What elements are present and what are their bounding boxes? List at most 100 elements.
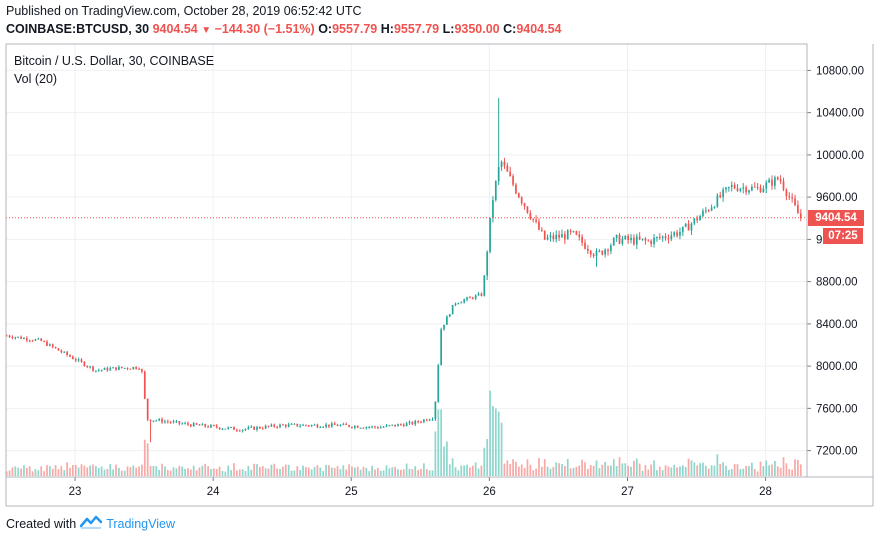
candle-body [80, 359, 83, 362]
candle-body [774, 177, 776, 186]
volume-bar [693, 462, 696, 476]
y-tick-label: 8000.00 [816, 361, 858, 373]
candle-body [411, 421, 414, 425]
candle-body [164, 421, 166, 423]
candle-body [785, 189, 788, 197]
series-legend-title[interactable]: Bitcoin / U.S. Dollar, 30, COINBASE [14, 54, 215, 68]
volume-bar [247, 465, 250, 476]
volume-bar [399, 469, 402, 476]
candle-body [727, 187, 730, 189]
volume-bar [581, 459, 583, 476]
candle-body [247, 427, 250, 430]
volume-bar [727, 469, 730, 476]
candle-body [765, 182, 768, 189]
volume-bar [310, 469, 313, 476]
volume-bar [284, 464, 287, 476]
x-tick-label: 23 [69, 486, 82, 498]
volume-bar [77, 467, 80, 476]
volume-bar [23, 465, 25, 476]
volume-bar [477, 468, 480, 476]
candle-body [679, 232, 681, 236]
candle-body [748, 190, 750, 193]
volume-bar [5, 471, 8, 476]
volume-bar [687, 458, 690, 476]
candle-body [431, 419, 434, 421]
tradingview-logo-icon[interactable] [79, 515, 103, 532]
x-tick-label: 28 [759, 486, 772, 498]
volume-bar [313, 466, 316, 476]
candle-body [782, 181, 785, 190]
candle-body [348, 425, 350, 427]
volume-bar [420, 468, 422, 476]
volume-bar [54, 465, 57, 476]
candle-body [425, 419, 428, 421]
candle-body [595, 250, 598, 256]
volume-bar [492, 406, 494, 476]
candle-body [172, 421, 175, 423]
volume-bar [563, 466, 566, 476]
candle-body [497, 167, 500, 182]
candle-body [221, 428, 224, 430]
volume-bar [549, 468, 552, 476]
volume-bar [293, 470, 296, 476]
volume-bar [161, 463, 163, 476]
candle-body [448, 314, 451, 317]
volume-bar [382, 470, 385, 476]
candle-body [273, 424, 276, 427]
volume-bar [115, 464, 117, 476]
volume-bar [690, 460, 693, 476]
candle-body [716, 195, 719, 207]
volume-bar [443, 446, 445, 476]
volume-bar [83, 465, 86, 476]
volume-bar [471, 465, 474, 476]
candle-body [503, 161, 506, 166]
volume-bar [434, 431, 437, 476]
candle-body [299, 425, 302, 427]
volume-bar [224, 471, 227, 476]
volume-bar [552, 466, 555, 476]
candle-body [520, 197, 523, 204]
volume-bar [155, 466, 158, 476]
chart-axes [5, 43, 874, 507]
volume-bar [227, 465, 230, 476]
candle-body [394, 424, 396, 427]
candle-body [635, 236, 638, 245]
volume-bar [538, 458, 540, 476]
candle-body [624, 235, 627, 240]
volume-legend[interactable]: Vol (20) [14, 72, 58, 86]
volume-bar [799, 464, 802, 476]
candle-body [466, 297, 468, 300]
candle-body [218, 427, 221, 430]
volume-bar [95, 466, 97, 476]
chart-grid [6, 44, 807, 477]
tradingview-link[interactable]: TradingView [106, 516, 175, 531]
volume-bar [621, 463, 624, 476]
candle-body [446, 316, 448, 325]
candle-body [287, 424, 290, 427]
volume-bar [184, 468, 186, 476]
symbol-label: COINBASE:BTCUSD, 30 [6, 22, 150, 36]
candle-body [17, 336, 20, 338]
volume-bar [172, 467, 175, 476]
volume-bar [74, 464, 77, 476]
volume-bar [523, 467, 526, 476]
candle-body [28, 340, 31, 342]
candle-body [72, 356, 74, 360]
candle-body [471, 297, 474, 299]
candle-body [529, 212, 532, 219]
volume-bar [129, 467, 132, 476]
volume-bar [742, 468, 745, 476]
volume-bar [178, 465, 181, 476]
candle-body [166, 421, 169, 423]
candle-body [561, 234, 563, 238]
volume-bar [371, 465, 373, 476]
candle-body [440, 329, 443, 366]
volume-bar [733, 464, 736, 476]
volume-bar [540, 466, 543, 476]
volume-bar [394, 466, 396, 476]
volume-bar [483, 447, 486, 476]
volume-bar [356, 466, 359, 476]
candle-body [83, 361, 86, 367]
candle-body [612, 237, 615, 246]
